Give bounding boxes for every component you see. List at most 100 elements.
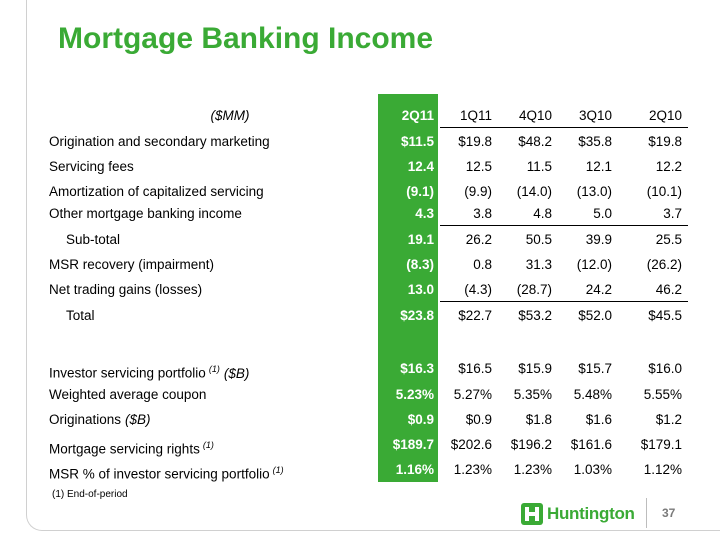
table-cell: 4.8 [533,206,552,221]
table-row: MSR recovery (impairment) (8.3) 0.8 31.3 (12… [0,254,720,276]
table-cell: $22.7 [458,308,492,323]
table-cell: (8.3) [406,257,434,272]
slide-frame [26,0,720,531]
table-row: Origination and secondary marketing $11.5… [0,131,720,153]
row-label-text: Total [66,308,95,323]
table-cell: 25.5 [655,232,682,247]
table-cell: 0.8 [473,257,492,272]
table-cell: 31.3 [525,257,552,272]
table-cell: $196.2 [510,437,552,452]
table-cell: 3.7 [663,206,682,221]
row-label: Originations ($B) [49,409,151,431]
current-quarter-highlight [378,94,438,482]
footnote-marker: (1) [272,465,284,475]
table-cell: $53.2 [518,308,552,323]
table-cell: $19.8 [648,134,682,149]
table-cell: $19.8 [458,134,492,149]
table-cell: $15.7 [578,361,612,376]
table-row: MSR % of investor servicing portfolio (1)… [0,459,720,482]
subtotal-underline [440,225,688,226]
row-label: Total [66,305,95,327]
table-row: Net trading gains (losses) 13.0 (4.3) (28.7… [0,279,720,301]
table-row: Originations ($B) $0.9 $0.9 $1.8 $1.6 $1.2 [0,409,720,431]
table-cell: $23.8 [400,308,434,323]
footer-divider [646,498,647,528]
table-cell: $1.2 [655,412,682,427]
row-label: Investor servicing portfolio (1) ($B) [49,358,249,385]
footnote: (1) End-of-period [52,489,128,500]
row-label-text: Origination and secondary marketing [49,134,270,149]
table-cell: 50.5 [525,232,552,247]
table-cell: 26.2 [465,232,492,247]
table-cell: $45.5 [648,308,682,323]
table-row: Investor servicing portfolio (1) ($B) $16.3… [0,358,720,381]
footnote-marker: (1) [208,364,220,374]
row-label: Other mortgage banking income [49,203,242,225]
table-cell: 12.2 [655,159,682,174]
table-cell: $179.1 [640,437,682,452]
table-cell: $11.5 [400,134,434,149]
table-row: Total $23.8 $22.7 $53.2 $52.0 $45.5 [0,305,720,327]
table-cell: $16.5 [458,361,492,376]
table-cell: 12.4 [407,159,434,174]
row-label: Servicing fees [49,156,134,178]
row-label-text: Originations [49,412,122,427]
row-label: Net trading gains (losses) [49,279,202,301]
table-cell: 5.0 [593,206,612,221]
table-cell: $1.6 [585,412,612,427]
table-cell: 24.2 [585,282,612,297]
col-header: 4Q10 [518,108,552,123]
table-header: ($MM) 2Q11 1Q11 4Q10 3Q10 2Q10 [0,105,720,127]
table-cell: $0.9 [407,412,434,427]
row-label: Sub-total [66,229,120,251]
page-number: 37 [662,506,676,520]
table-cell: 1.23% [453,462,492,477]
table-cell: (26.2) [646,257,682,272]
table-cell: (10.1) [646,184,682,199]
table-cell: 12.5 [465,159,492,174]
table-cell: 11.5 [526,159,552,174]
row-label-text: Sub-total [66,232,121,247]
row-label-text: MSR recovery (impairment) [49,257,215,272]
huntington-logo: Huntington [521,503,639,527]
table-row: Sub-total 19.1 26.2 50.5 39.9 25.5 [0,229,720,251]
table-cell: (14.0) [516,184,552,199]
table-cell: 5.48% [573,387,612,402]
table-cell: 3.8 [473,206,492,221]
table-cell: $35.8 [578,134,612,149]
table-cell: (28.7) [516,282,552,297]
table-cell: 5.35% [513,387,552,402]
table-cell: $202.6 [450,437,492,452]
table-cell: $16.3 [400,361,434,376]
row-label: MSR % of investor servicing portfolio (1) [49,459,284,486]
table-cell: 1.03% [573,462,612,477]
huntington-logo-icon [521,503,543,525]
table-cell: 1.16% [395,462,434,477]
row-label-text: Mortgage servicing rights [49,441,200,457]
table-cell: 13.0 [407,282,434,297]
table-cell: $16.0 [648,361,682,376]
row-label-text: Weighted average coupon [49,387,207,402]
table-cell: (9.1) [406,184,434,199]
table-cell: (13.0) [576,184,612,199]
row-label-text: Investor servicing portfolio [49,365,206,381]
col-header: 1Q11 [459,108,492,123]
table-row: Mortgage servicing rights (1) $189.7 $202.6… [0,434,720,457]
table-cell: $0.9 [465,412,492,427]
row-label-text: Net trading gains (losses) [49,282,203,297]
table-cell: $161.6 [570,437,612,452]
row-label-text: Servicing fees [49,159,134,174]
row-label: Amortization of capitalized servicing [49,181,264,203]
table-cell: 46.2 [655,282,682,297]
table-cell: 5.27% [453,387,492,402]
table-cell: (4.3) [464,282,492,297]
table-cell: 39.9 [585,232,612,247]
subtotal-underline [440,301,688,302]
header-underline [440,127,688,128]
row-label-text: Amortization of capitalized servicing [49,184,264,199]
table-cell: $189.7 [392,437,434,452]
table-row: Other mortgage banking income 4.3 3.8 4.8 5.… [0,203,720,225]
table-cell: 19.1 [407,232,434,247]
table-cell: 1.12% [643,462,682,477]
table-row: Servicing fees 12.4 12.5 11.5 12.1 12.2 [0,156,720,178]
